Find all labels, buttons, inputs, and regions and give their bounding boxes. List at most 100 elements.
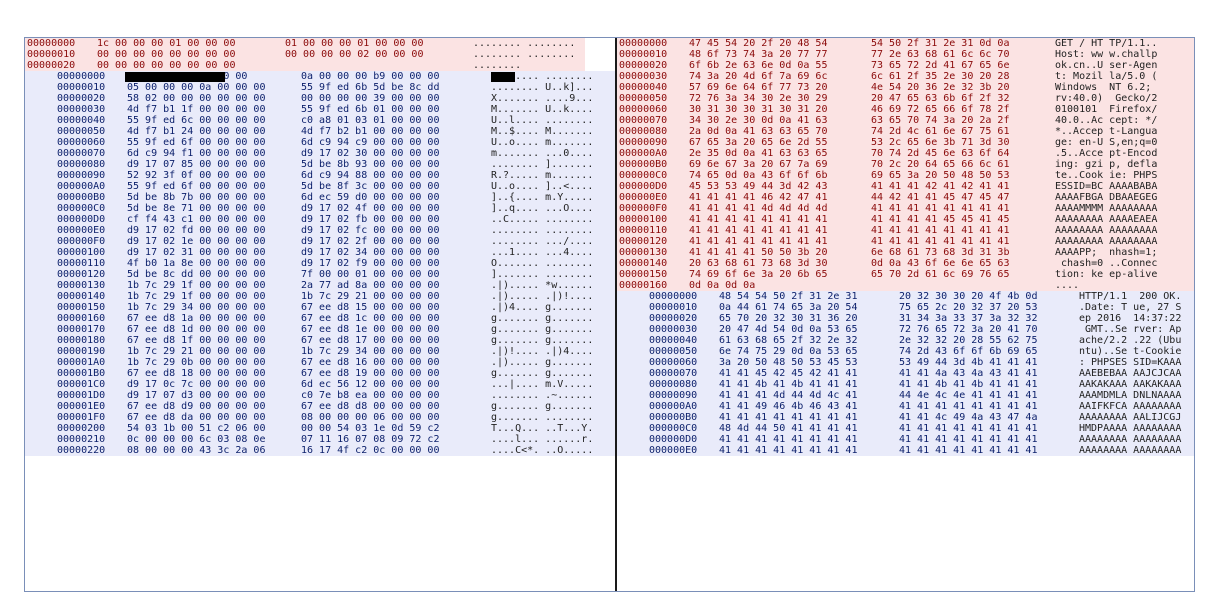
request-hex-row[interactable]: 00000060 30 31 30 30 31 30 31 20 46 69 72 … (617, 104, 1194, 115)
ascii-cell: ]....... ........ (491, 269, 594, 280)
response-hex-row[interactable]: 00000140 1b 7c 29 1f 00 00 00 00 1b 7c 29 … (25, 291, 615, 302)
response-hex-row[interactable]: 00000220 08 00 00 00 43 3c 2a 06 16 17 4f … (25, 445, 615, 456)
request-hex-row[interactable]: 00000150 74 69 6f 6e 3a 20 6b 65 65 70 2d … (617, 269, 1194, 280)
row-highlight (617, 401, 1194, 412)
request-hex-row[interactable]: 00000160 0d 0a 0d 0a.... (617, 280, 1194, 291)
request-hex-row[interactable]: 00000090 67 65 3a 20 65 6e 2d 55 53 2c 65 … (617, 137, 1194, 148)
response-hex-row[interactable]: 00000030 20 47 4d 54 0d 0a 53 65 72 76 65 … (617, 324, 1194, 335)
response-hex-row[interactable]: 00000120 5d be 8c dd 00 00 00 00 7f 00 00 … (25, 269, 615, 280)
request-hex-row[interactable]: 00000070 34 30 2e 30 0d 0a 41 63 63 65 70 … (617, 115, 1194, 126)
hex-group-1: 41 41 41 41 46 42 47 41 (689, 192, 828, 203)
response-hex-row[interactable]: 00000010 05 00 00 00 0a 00 00 00 55 9f ed … (25, 82, 615, 93)
request-hex-row[interactable]: 00000080 2a 0d 0a 41 63 63 65 70 74 2d 4c … (617, 126, 1194, 137)
request-hex-row[interactable]: 00000110 41 41 41 41 41 41 41 41 41 41 41 … (617, 225, 1194, 236)
response-hex-row[interactable]: 000001E0 67 ee d8 d9 00 00 00 00 67 ee d8 … (25, 401, 615, 412)
ascii-cell: ESSID=BC AAAABABA (1055, 181, 1158, 192)
request-hex-row[interactable]: 00000140 20 63 68 61 73 68 3d 30 0d 0a 43 … (617, 258, 1194, 269)
request-hex-row[interactable]: 00000130 41 41 41 41 50 50 3b 20 6e 68 61 … (617, 247, 1194, 258)
response-hex-row[interactable]: 00000070 6d c9 94 f1 00 00 00 00 d9 17 02 … (25, 148, 615, 159)
response-hex-row[interactable]: 00000050 4d f7 b1 24 00 00 00 00 4d f7 b2 … (25, 126, 615, 137)
response-hex-row[interactable]: 000000E0 d9 17 02 fd 00 00 00 00 d9 17 02 … (25, 225, 615, 236)
response-hex-row[interactable]: 00000000 48 54 54 50 2f 31 2e 31 20 32 30 … (617, 291, 1194, 302)
response-hex-row[interactable]: 000001B0 67 ee d8 18 00 00 00 00 67 ee d8 … (25, 368, 615, 379)
response-hex-row[interactable]: 00000170 67 ee d8 1d 00 00 00 00 67 ee d8 … (25, 324, 615, 335)
response-hex-row[interactable]: 00000060 3a 20 50 48 50 53 45 53 53 49 44 … (617, 357, 1194, 368)
response-hex-row[interactable]: 00000190 1b 7c 29 21 00 00 00 00 1b 7c 29 … (25, 346, 615, 357)
request-hex-row[interactable]: 00000000 47 45 54 20 2f 20 48 54 54 50 2f … (617, 38, 1194, 49)
response-hex-row[interactable]: 00000030 4d f7 b1 1f 00 00 00 00 55 9f ed … (25, 104, 615, 115)
pane-divider[interactable] (615, 38, 617, 591)
response-hex-row[interactable]: 000000D0 41 41 41 41 41 41 41 41 41 41 41 … (617, 434, 1194, 445)
response-hex-row[interactable]: 00000050 6e 74 75 29 0d 0a 53 65 74 2d 43 … (617, 346, 1194, 357)
hex-group-1: 52 92 3f 0f 00 00 00 00 (127, 170, 266, 181)
response-hex-row[interactable]: 000000C0 5d be 8e 71 00 00 00 00 d9 17 02 … (25, 203, 615, 214)
request-hex-row[interactable]: 00000120 41 41 41 41 41 41 41 41 41 41 41 … (617, 236, 1194, 247)
ascii-cell: ........ ........ (473, 38, 576, 49)
request-hex-row[interactable]: 000000F0 41 41 41 41 4d 4d 4d 4d 41 41 41 … (617, 203, 1194, 214)
response-hex-row[interactable]: 00000090 41 41 41 4d 44 4d 4c 41 44 4e 4c … (617, 390, 1194, 401)
response-hex-row[interactable]: 00000160 67 ee d8 1a 00 00 00 00 67 ee d8 … (25, 313, 615, 324)
response-hex-row[interactable]: 000000B0 41 41 41 41 41 41 41 41 41 41 4c … (617, 412, 1194, 423)
request-hex-row[interactable]: 00000030 74 3a 20 4d 6f 7a 69 6c 6c 61 2f … (617, 71, 1194, 82)
response-hex-row[interactable]: 00000130 1b 7c 29 1f 00 00 00 00 2a 77 ad … (25, 280, 615, 291)
request-hex-row[interactable]: 00000050 72 76 3a 34 30 2e 30 29 20 47 65 … (617, 93, 1194, 104)
request-hex-row[interactable]: 000000C0 74 65 0d 0a 43 6f 6f 6b 69 65 3a … (617, 170, 1194, 181)
request-hex-row[interactable]: 00000000 1c 00 00 00 01 00 00 00 01 00 00 … (25, 38, 615, 49)
response-hex-row[interactable]: 00000180 67 ee d8 1f 00 00 00 00 67 ee d8 … (25, 335, 615, 346)
response-hex-row[interactable]: 00000110 4f b0 1a 8e 00 00 00 00 d9 17 02 … (25, 258, 615, 269)
row-highlight (25, 225, 615, 236)
response-hex-row[interactable]: 000000C0 48 4d 44 50 41 41 41 41 41 41 41 … (617, 423, 1194, 434)
response-hex-row[interactable]: 00000020 65 70 20 32 30 31 36 20 31 34 3a … (617, 313, 1194, 324)
request-hex-row[interactable]: 00000020 6f 6b 2e 63 6e 0d 0a 55 73 65 72 … (617, 60, 1194, 71)
response-hex-row[interactable]: 000000A0 41 41 49 46 4b 46 43 41 41 41 41 … (617, 401, 1194, 412)
request-hex-row[interactable]: 000000A0 2e 35 0d 0a 41 63 63 65 70 74 2d … (617, 148, 1194, 159)
request-hex-row[interactable]: 00000040 57 69 6e 64 6f 77 73 20 4e 54 20 … (617, 82, 1194, 93)
response-hex-row[interactable]: 00000070 41 41 45 42 45 42 41 41 41 41 4a … (617, 368, 1194, 379)
response-hex-row[interactable]: 00000210 0c 00 00 00 6c 03 08 0e 07 11 16 … (25, 434, 615, 445)
response-hex-row[interactable]: 000000D0 cf f4 43 c1 00 00 00 00 d9 17 02 … (25, 214, 615, 225)
response-hex-row[interactable]: 00000010 0a 44 61 74 65 3a 20 54 75 65 2c … (617, 302, 1194, 313)
response-hex-row[interactable]: 00000080 d9 17 07 85 00 00 00 00 5d be 8b … (25, 159, 615, 170)
response-hex-row[interactable]: 000001D0 d9 17 07 d3 00 00 00 00 c0 7e b8 … (25, 390, 615, 401)
request-hex-row[interactable]: 000000B0 69 6e 67 3a 20 67 7a 69 70 2c 20 … (617, 159, 1194, 170)
request-hex-row[interactable]: 000000D0 45 53 53 49 44 3d 42 43 41 41 41 … (617, 181, 1194, 192)
request-hex-row[interactable]: 000000E0 41 41 41 41 46 42 47 41 44 42 41 … (617, 192, 1194, 203)
response-hex-row[interactable]: 00000150 1b 7c 29 34 00 00 00 00 67 ee d8 … (25, 302, 615, 313)
request-hex-row[interactable]: 00000100 41 41 41 41 41 41 41 41 41 41 41 … (617, 214, 1194, 225)
right-stream-pane[interactable]: 00000000 47 45 54 20 2f 20 48 54 54 50 2f … (617, 38, 1194, 591)
response-hex-row[interactable]: 000000B0 5d be 8b 7b 00 00 00 00 6d ec 59 … (25, 192, 615, 203)
hex-group-1: 67 65 3a 20 65 6e 2d 55 (689, 137, 828, 148)
response-hex-row[interactable]: 000000E0 41 41 41 41 41 41 41 41 41 41 41 … (617, 445, 1194, 456)
response-hex-row[interactable]: 00000060 55 9f ed 6f 00 00 00 00 6d c9 94 … (25, 137, 615, 148)
hex-group-1: 41 41 41 4d 44 4d 4c 41 (719, 390, 858, 401)
response-hex-row[interactable]: 00000020 58 02 00 00 00 00 00 00 00 00 00 … (25, 93, 615, 104)
request-hex-row[interactable]: 00000010 48 6f 73 74 3a 20 77 77 77 2e 63 … (617, 49, 1194, 60)
offset-cell: 00000150 (57, 302, 106, 313)
response-hex-row[interactable]: 00000080 41 41 4b 41 4b 41 41 41 41 41 4b … (617, 379, 1194, 390)
request-hex-row[interactable]: 00000010 00 00 00 00 00 00 00 00 00 00 00 … (25, 49, 615, 60)
row-highlight (617, 82, 1194, 93)
ascii-cell: AAAAAAAA AAAAAAAA (1079, 434, 1182, 445)
response-hex-row[interactable]: 000001F0 67 ee d8 da 00 00 00 00 08 00 00 … (25, 412, 615, 423)
ascii-cell: : PHPSES SID=KAAA (1079, 357, 1182, 368)
left-stream-pane[interactable]: 00000000 1c 00 00 00 01 00 00 00 01 00 00 … (25, 38, 615, 591)
response-hex-row[interactable]: 000000A0 55 9f ed 6f 00 00 00 00 5d be 8f … (25, 181, 615, 192)
row-highlight (617, 192, 1194, 203)
response-hex-row[interactable]: 00000100 d9 17 02 31 00 00 00 00 d9 17 02 … (25, 247, 615, 258)
response-hex-row[interactable]: 000001C0 d9 17 0c 7c 00 00 00 00 6d ec 56 … (25, 379, 615, 390)
response-hex-row[interactable]: 00000040 61 63 68 65 2f 32 2e 32 2e 32 32 … (617, 335, 1194, 346)
hex-group-2: 6d c9 94 c9 00 00 00 00 (301, 137, 440, 148)
hex-group-1: 1b 7c 29 0b 00 00 00 00 (127, 357, 266, 368)
response-hex-row[interactable]: 00000200 54 03 1b 00 51 c2 06 00 00 00 54 … (25, 423, 615, 434)
response-hex-row[interactable]: 000001A0 1b 7c 29 0b 00 00 00 00 67 ee d8 … (25, 357, 615, 368)
request-hex-row[interactable]: 00000020 00 00 00 00 00 00 00 00........ (25, 60, 615, 71)
offset-cell: 00000020 (619, 60, 668, 71)
ascii-cell: Host: ww w.challp (1055, 49, 1158, 60)
response-hex-row[interactable]: 00000040 55 9f ed 6c 00 00 00 00 c0 a8 01 … (25, 115, 615, 126)
ascii-cell: te..Cook ie: PHPS (1055, 170, 1158, 181)
response-hex-row[interactable]: 000000F0 d9 17 02 1e 00 00 00 00 d9 17 02 … (25, 236, 615, 247)
hex-group-1: 6e 74 75 29 0d 0a 53 65 (719, 346, 858, 357)
response-hex-row[interactable]: 00000090 52 92 3f 0f 00 00 00 00 6d c9 94 … (25, 170, 615, 181)
hex-group-2: 2a 77 ad 8a 00 00 00 00 (301, 280, 440, 291)
